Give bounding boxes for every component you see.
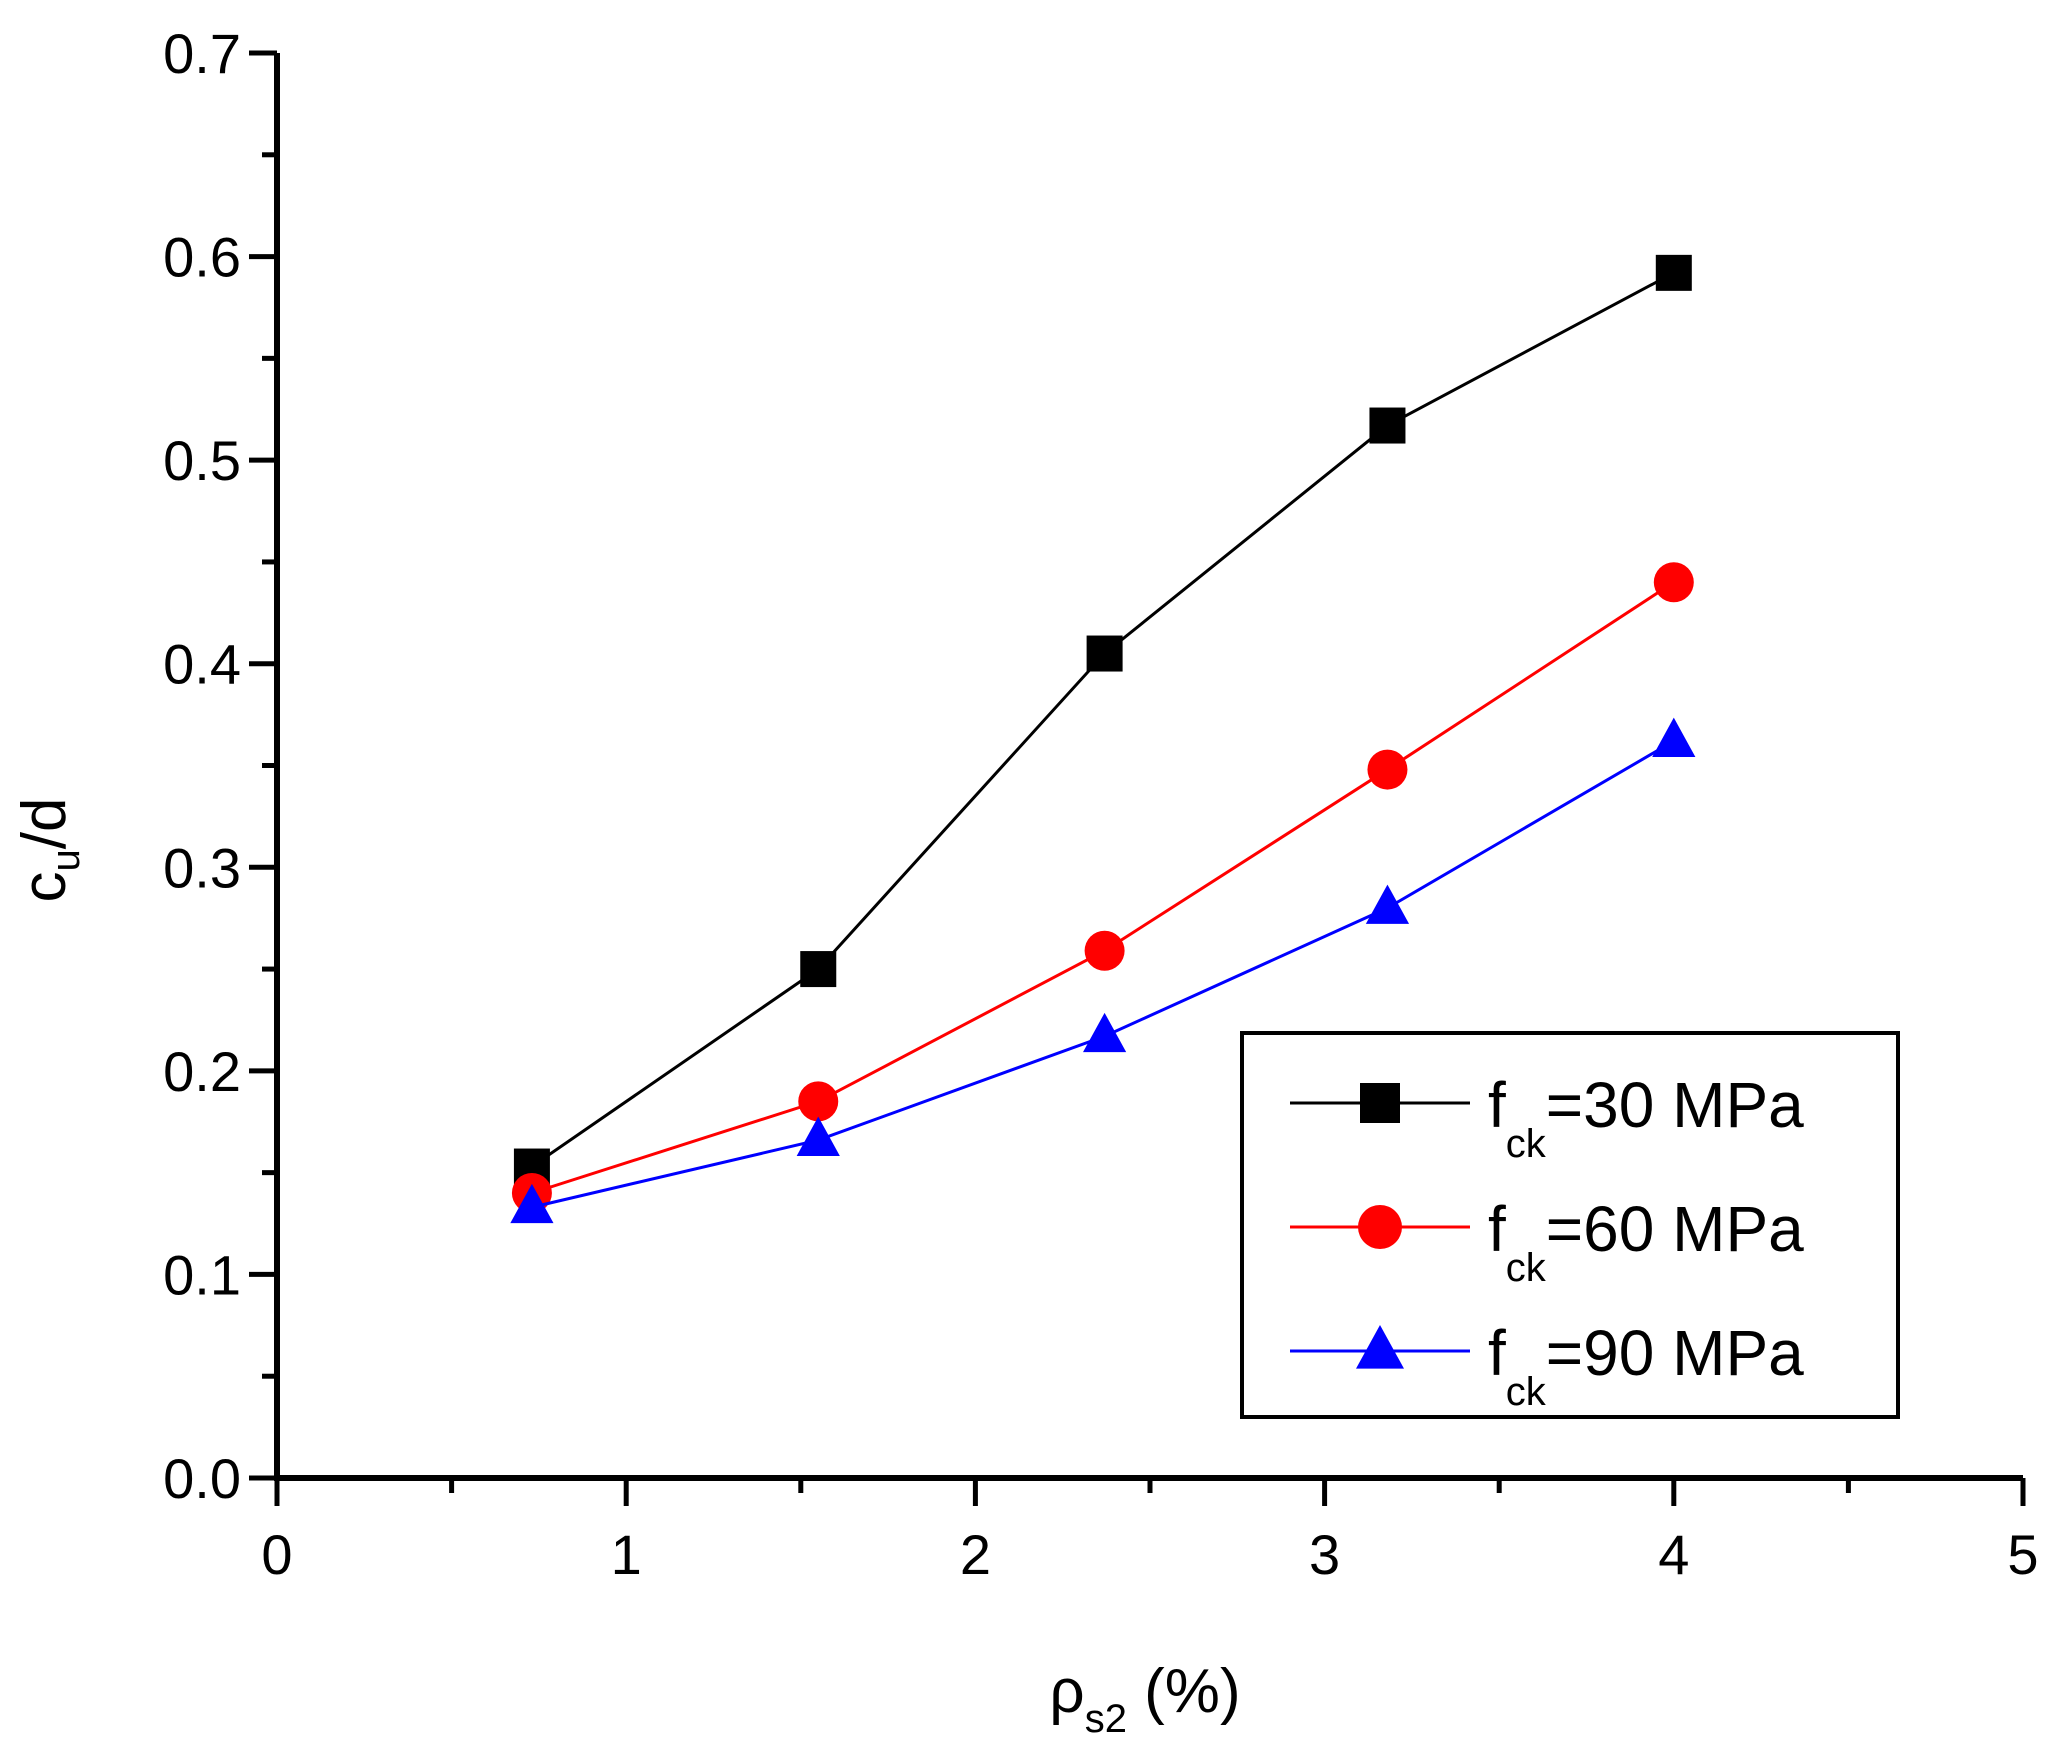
y-tick-label: 0.5: [163, 429, 241, 492]
y-axis-title-sub: u: [44, 849, 88, 871]
legend-label: fck=90 MPa: [1488, 1317, 1804, 1414]
data-point-series-1: [1369, 407, 1406, 444]
data-point-series-3: [510, 1183, 554, 1224]
data-point-series-1: [1086, 635, 1123, 672]
x-tick-label: 3: [1309, 1523, 1340, 1586]
data-point-series-3: [1652, 717, 1696, 757]
x-axis-title: ρs2 (%): [1049, 1657, 1240, 1741]
data-point-series-1: [800, 951, 837, 988]
y-tick-label: 0.4: [163, 633, 241, 696]
y-tick-label: 0.2: [163, 1040, 241, 1103]
x-axis-title-sub: s2: [1085, 1697, 1127, 1741]
data-point-series-2: [1653, 562, 1694, 603]
legend-label: fck=60 MPa: [1488, 1193, 1804, 1290]
y-axis-title-suffix: /d: [10, 798, 79, 850]
x-tick-label: 0: [261, 1523, 292, 1586]
y-tick-label: 0.6: [163, 226, 241, 289]
y-axis-title: cu/d: [10, 798, 88, 903]
data-point-series-2: [1367, 749, 1408, 790]
x-tick-label: 5: [2007, 1523, 2038, 1586]
legend-label: fck=30 MPa: [1488, 1069, 1804, 1166]
x-tick-label: 4: [1658, 1523, 1689, 1586]
x-axis-title-main: ρ: [1049, 1657, 1084, 1726]
x-axis-title-suffix: (%): [1127, 1657, 1241, 1726]
legend-marker: [1356, 1324, 1404, 1369]
data-point-series-3: [1365, 884, 1410, 924]
data-point-series-2: [798, 1081, 839, 1122]
data-point-series-3: [1083, 1012, 1127, 1053]
y-axis-title-main: c: [10, 871, 79, 902]
legend-marker: [1360, 1083, 1400, 1123]
x-tick-label: 2: [960, 1523, 991, 1586]
y-tick-label: 0.7: [163, 22, 241, 85]
y-tick-label: 0.0: [163, 1447, 241, 1510]
y-tick-label: 0.3: [163, 836, 241, 899]
y-tick-label: 0.1: [163, 1243, 241, 1306]
x-tick-label: 1: [611, 1523, 642, 1586]
legend: fck=30 MPa fck=60 MPa fck=90 MPa: [1240, 1031, 1900, 1419]
data-point-series-1: [1655, 254, 1692, 291]
data-point-series-3: [796, 1116, 840, 1156]
legend-marker: [1358, 1205, 1402, 1249]
data-point-series-2: [1084, 930, 1125, 971]
plot-area: 0.0 0.1 0.2 0.3 0.4 0.5 0.6 0.7 0 1 2 3 4 5: [163, 22, 2038, 1586]
legend-box: [1240, 1031, 1900, 1419]
